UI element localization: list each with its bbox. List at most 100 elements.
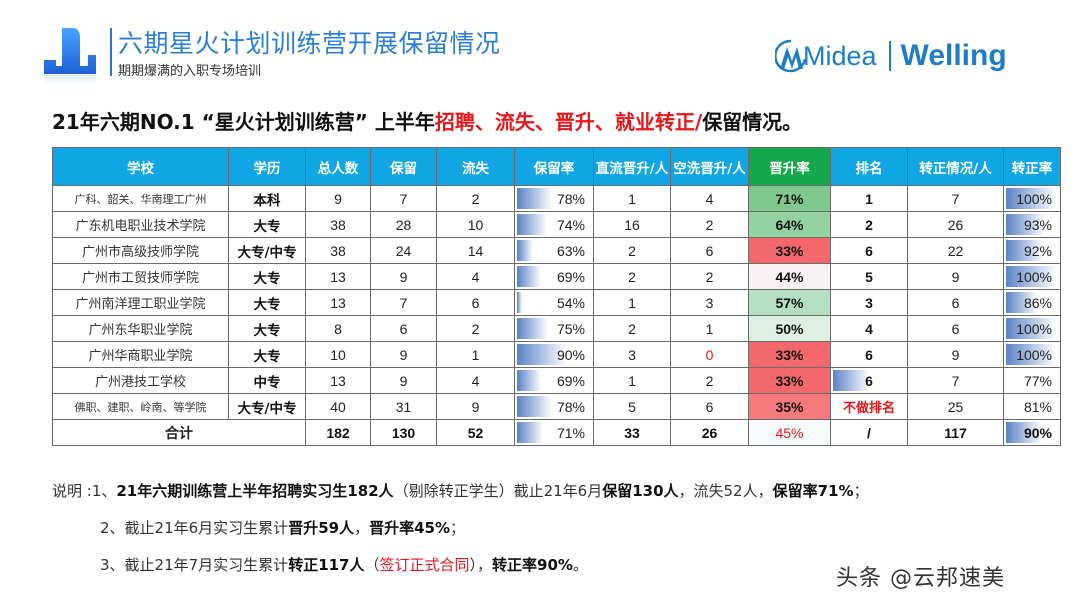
promo-rate-cell: 71% [748,185,831,212]
lost-cell: 2 [436,185,515,212]
rank-cell: 6 [830,341,908,368]
other-promo-cell: 2 [670,263,749,290]
databar [517,292,522,313]
direct-promo-cell: 16 [593,211,671,238]
databar-value: 100% [1016,346,1052,363]
databar [517,318,549,339]
total-cell: 38 [305,211,371,238]
note-bold: 保留率71% [772,482,854,500]
midea-swoosh-icon [775,39,807,73]
databar-cell: 75% [514,315,594,342]
note-text: ）， [469,556,493,574]
retained-cell: 9 [370,341,437,368]
retained-cell: 7 [370,289,437,316]
other-promo-cell: 4 [670,185,749,212]
retained-cell: 7 [370,185,437,212]
databar-cell: 69% [514,263,594,290]
direct-promo-cell: 1 [593,185,671,212]
total-cell: 8 [305,315,371,342]
table-row: 广州东华职业学院 大专 8 6 2 75% 2 1 50% 4 6 100% [52,315,1061,342]
converted-cell: 26 [907,211,1004,238]
databar [517,396,552,417]
databar [517,422,544,443]
direct-promo-cell: 3 [593,341,671,368]
converted-cell: 9 [907,263,1004,290]
databar-value: 90% [556,346,585,363]
rank-cell: 1 [830,185,908,212]
converted-cell: 25 [907,393,1004,420]
page-title: 六期星火计划训练营开展保留情况 [118,29,501,58]
headline-part1: 21年六期NO.1 “星火计划训练营” 上半年 [52,110,435,134]
note-text: 。 [572,556,588,574]
total-cell: 38 [305,237,371,264]
databar-cell: 90% [514,341,594,368]
databar-value: 90% [1023,424,1052,441]
table-row: 广东机电职业技术学院 大专 38 28 10 74% 16 2 64% 2 26 93% [52,211,1061,238]
midea-wordmark: Midea [803,40,877,71]
direct-promo-cell: 2 [593,315,671,342]
note-bold: 晋升率45% [369,519,450,537]
midea-logo: Midea [775,39,877,73]
databar [1006,188,1057,209]
databar-cell: 74% [514,211,594,238]
retained-cell: 28 [370,211,437,238]
column-header: 空洗晋升/人 [670,147,749,186]
rank-cell: 3 [830,289,908,316]
note-red-text: 签订正式合同 [379,556,470,574]
databar-cell: 78% [514,185,594,212]
databar [517,214,547,235]
databar-cell: 78% [514,393,594,420]
table-row: 广州华商职业学院 大专 10 9 1 90% 3 0 33% 6 9 100% [52,341,1061,368]
promo-rate-cell: 57% [748,289,831,316]
databar-cell: 77% [1003,367,1061,394]
slide-header: 六期星火计划训练营开展保留情况 期期爆满的入职专场培训 Midea Wellin… [0,0,1080,95]
column-header: 排名 [830,147,908,186]
retained-cell: 130 [370,419,437,446]
direct-promo-cell: 1 [593,289,671,316]
databar-cell: 63% [514,237,594,264]
databar-value: 77% [1023,372,1052,389]
converted-cell: 6 [907,315,1004,342]
title-divider [110,28,112,76]
total-cell: 40 [305,393,371,420]
databar-value: 63% [556,242,585,259]
databar-value: 100% [1016,190,1052,207]
column-header: 保留率 [514,147,594,186]
other-promo-cell: 1 [670,315,749,342]
databar-cell: 86% [1003,289,1061,316]
databar-value: 69% [556,268,585,285]
databar-value: 69% [556,372,585,389]
column-header: 流失 [436,147,515,186]
note-text: ； [853,482,869,500]
retained-cell: 31 [370,393,437,420]
other-promo-cell: 3 [670,289,749,316]
education-cell: 中专 [228,367,306,394]
databar-value: 100% [1016,320,1052,337]
other-promo-cell: 2 [670,367,749,394]
column-header: 总人数 [305,147,371,186]
total-cell: 13 [305,367,371,394]
note-line-2: 2、截止21年6月实习生累计晋升59人，晋升率45%； [100,517,465,538]
databar-cell: 69% [514,367,594,394]
promo-rate-cell: 33% [748,367,831,394]
note-text: ，流失52人， [678,482,773,500]
databar-cell: 93% [1003,211,1061,238]
school-cell: 广州港技工学校 [52,367,229,394]
promo-rate-cell: 64% [748,211,831,238]
direct-promo-cell: 1 [593,367,671,394]
note-prefix: 说明 :1、 [52,482,117,500]
databar-value: 74% [556,216,585,233]
databar [517,188,552,209]
note-bold: 21年六期训练营上半年招聘实习生182人 [116,482,394,500]
education-cell: 大专/中专 [228,393,306,420]
direct-promo-cell: 5 [593,393,671,420]
databar [1006,292,1039,313]
retention-table: 学校 学历 总人数 保留 流失 保留率 直流晋升/人 空洗晋升/人 晋升率 排名 转正情况/人 转正率… [52,147,1061,446]
retained-cell: 9 [370,367,437,394]
databar-value: 92% [1023,242,1052,259]
databar-value: 71% [556,424,585,441]
note-prefix: 2、截止21年6月实习生累计 [100,519,289,537]
table-row: 佛职、建职、岭南、等学院 大专/中专 40 31 9 78% 5 6 35% 不做排名 25 81% [52,393,1061,420]
lost-cell: 2 [436,315,515,342]
note-bold: 转正117人 [288,556,365,574]
